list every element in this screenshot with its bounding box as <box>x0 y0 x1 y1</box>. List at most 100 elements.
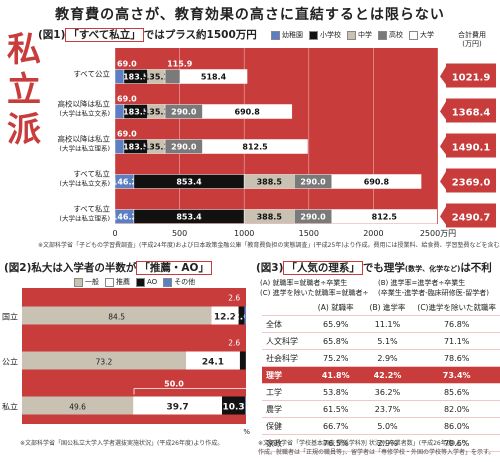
fig1-category-1: 高校以降は私立 <box>58 99 111 109</box>
side-title: 私立派 <box>4 30 44 150</box>
fig3-header-0 <box>262 299 310 316</box>
fig2-label-0-0: 84.5 <box>108 313 125 322</box>
fig2-bar-1-1 <box>185 351 240 370</box>
fig3-row-4: 工学 53.8% 36.2% 85.6% <box>262 383 500 401</box>
fig1-category-4: すべて私立 <box>73 204 110 214</box>
fig1-label-1-2: 135.1 <box>144 108 170 117</box>
fig3-def-a: (A) 就職率=就職者÷卒業生 <box>260 279 348 287</box>
fig3-cell-6-3: 86.0% <box>413 417 500 435</box>
fig2-bar-1-2 <box>239 351 246 370</box>
fig2-bar-0-2 <box>238 306 245 325</box>
fig3-cell-2-0: 社会科学 <box>262 349 310 367</box>
fig1-label-2-2: 135.1 <box>144 143 170 152</box>
fig2-unit: % <box>243 428 250 436</box>
fig1-legend-label-3: 高校 <box>389 31 403 39</box>
fig2-callout-1: 2.6 <box>228 339 240 348</box>
fig2-label-1-0: 73.2 <box>96 358 113 367</box>
fig2-bar-0-0 <box>22 306 212 325</box>
fig3-def-c: (C) 進学を除いた就職率=就職者÷ <box>260 289 369 297</box>
fig2-legend-swatch-1 <box>105 277 114 287</box>
fig1-bar-3-4 <box>331 174 422 189</box>
fig1-title-rest: ではプラス約1500万円 <box>143 29 257 41</box>
fig3-row-2: 社会科学 75.2% 2.9% 78.6% <box>262 349 500 367</box>
fig3-cell-3-2: 42.2% <box>361 366 414 384</box>
fig1-total-box-4 <box>446 203 496 228</box>
headline: 教育費の高さが、教育効果の高さに直結するとは限らない <box>55 7 445 23</box>
fig1-note: ※文部科学省「子どもの学習費調査」(平成24年度)および日本政策金融公庫「教育費… <box>38 242 500 249</box>
fig3-cell-5-2: 23.7% <box>361 400 414 418</box>
fig1-total-4: 2490.7 <box>452 213 491 224</box>
fig1-total-unit: (万円) <box>462 40 482 48</box>
fig2-legend-label-1: 推薦 <box>116 278 130 286</box>
fig1-label-4-1: 853.4 <box>176 213 202 222</box>
fig2-label-1-1: 24.1 <box>202 358 224 368</box>
fig2-label-0-2: 2.6 <box>234 313 250 323</box>
fig1-total-3: 2369.0 <box>452 178 491 189</box>
fig3-cell-6-1: 66.7% <box>309 417 362 435</box>
fig1-legend-label-1: 小学校 <box>320 31 341 39</box>
fig3-cell-0-3: 76.8% <box>413 315 500 333</box>
fig1-category-2: 高校以降は私立 <box>58 134 111 144</box>
fig1-legend-swatch-1 <box>309 30 318 40</box>
fig1-xtick-0: 0 <box>112 229 117 238</box>
fig3-row-1: 人文科学 65.8% 5.1% 71.1% <box>262 332 500 350</box>
fig3-cell-4-2: 36.2% <box>361 383 414 401</box>
fig1-category-sub-1: (大学は私立文系) <box>59 109 110 118</box>
fig3-def-b: (B) 進学率=進学者÷卒業生 <box>378 279 466 287</box>
fig3-cell-0-2: 11.1% <box>361 315 414 333</box>
fig3-cell-5-3: 82.0% <box>413 400 500 418</box>
fig1-label-3-3: 290.0 <box>300 178 326 187</box>
fig3-header-1: (A) 就職率 <box>309 299 362 316</box>
fig2-bar-0-3 <box>244 306 246 325</box>
fig1-label-3-0: 146.2 <box>112 178 137 187</box>
fig3-title-end: は不利 <box>460 262 492 274</box>
fig2-legend-label-3: その他 <box>174 278 196 286</box>
fig3-cell-2-1: 75.2% <box>309 349 362 367</box>
fig3-cell-7-1: 76.5% <box>309 434 362 452</box>
fig3-row-7: 家政 76.5% 2.9% 79.6% <box>262 434 500 452</box>
fig1-legend-label-4: 大学 <box>420 31 434 39</box>
fig1-category-3: すべて私立 <box>73 169 110 179</box>
fig3-header-2: (B) 進学率 <box>361 299 414 316</box>
fig2-note: ※文部科学省「国公私立大学入学者選抜実施状況」(平成26年度)より作成。 <box>20 440 224 447</box>
fig1-label-0-0: 69.0 <box>117 60 137 69</box>
fig1-xtick-5: 2500万円 <box>420 229 456 238</box>
fig3-cell-0-0: 全体 <box>262 315 310 333</box>
fig2-bar-2-0 <box>22 396 134 415</box>
fig2-legend-swatch-0 <box>74 277 83 287</box>
fig1-label-0-4: 518.4 <box>201 73 227 82</box>
fig2-label-0-1: 12.2 <box>214 313 236 323</box>
fig1-legend: 幼稚園 小学校 中学 高校 大学 <box>265 30 434 40</box>
fig3-title-small: (数学、化学など) <box>404 265 461 273</box>
fig1-label-1-1: 183.5 <box>123 108 149 117</box>
fig1-label-4-0: 146.2 <box>112 213 137 222</box>
fig3-row-3: 理学 41.8% 42.2% 73.4% <box>262 366 500 384</box>
fig1-label-2-4: 812.5 <box>242 143 268 152</box>
fig1-total-box-2 <box>446 133 496 158</box>
fig3-row-6: 保健 66.7% 5.0% 86.0% <box>262 417 500 435</box>
fig2-legend-label-0: 一般 <box>85 278 99 286</box>
fig1-total-box-0 <box>446 63 496 88</box>
fig1-total-0: 1021.9 <box>452 73 491 84</box>
fig1-label-1-3: 290.0 <box>171 108 197 117</box>
fig1-total-arrow-0 <box>440 66 446 85</box>
fig3-table-wrap: (A) 就職率 (B) 進学率 (C)進学を除いた就職率 全体 65.9% 11.1% 7… <box>262 299 500 452</box>
fig1-title-box: 「すべて私立」 <box>65 28 144 42</box>
fig1-legend-label-2: 中学 <box>358 31 372 39</box>
fig2-chart: 国立 84.5 12.22.62.6公立 73.2 24.12.6私立 49.6 39.7 1… <box>2 288 250 436</box>
fig1-label-4-4: 812.5 <box>372 213 398 222</box>
fig2-title-rest: 私大は入学者の半数が <box>31 262 137 274</box>
fig3-cell-1-2: 5.1% <box>361 332 414 350</box>
fig1-label-0-2: 135.1 <box>144 73 170 82</box>
fig1-label-4-2: 388.5 <box>257 213 283 222</box>
fig3-cell-1-0: 人文科学 <box>262 332 310 350</box>
fig1-total-box-3 <box>446 168 496 193</box>
fig1-legend-swatch-3 <box>378 30 387 40</box>
fig1-total-box-1 <box>446 98 496 123</box>
fig3-row-0: 全体 65.9% 11.1% 76.8% <box>262 315 500 333</box>
fig2-legend: 一般 推薦 AO その他 <box>68 277 195 287</box>
fig1-title-prefix: (図1) <box>38 29 66 41</box>
fig1-label-3-2: 388.5 <box>257 178 283 187</box>
side-title-char-2: 派 <box>7 110 41 150</box>
fig1-label-4-3: 290.0 <box>300 213 326 222</box>
